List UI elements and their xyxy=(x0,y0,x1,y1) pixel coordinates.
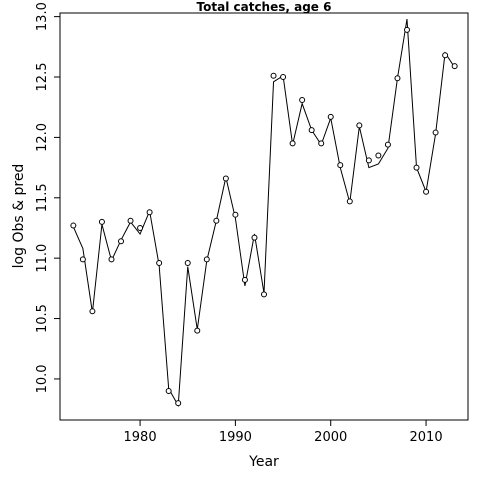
observed-series xyxy=(70,26,458,407)
x-axis: 1980 1990 2000 2010 xyxy=(124,420,443,445)
x-tick-label: 2010 xyxy=(410,430,443,445)
plot-frame xyxy=(59,12,469,421)
observed-point xyxy=(270,72,277,79)
y-tick-label: 10.5 xyxy=(35,304,50,333)
observed-point xyxy=(184,260,191,266)
y-axis-label: log Obs & pred xyxy=(11,164,27,269)
observed-point xyxy=(98,218,105,225)
chart-title: Total catches, age 6 xyxy=(197,0,332,14)
x-axis-label: Year xyxy=(248,454,279,470)
observed-point xyxy=(165,388,172,395)
observed-point xyxy=(432,129,439,136)
observed-point xyxy=(146,209,153,216)
observed-point xyxy=(289,140,296,147)
observed-point xyxy=(261,291,267,298)
observed-point xyxy=(127,217,134,224)
observed-point xyxy=(442,52,449,59)
observed-point xyxy=(280,74,287,81)
observed-point xyxy=(413,164,420,171)
y-tick-label: 10.0 xyxy=(35,364,50,393)
observed-point xyxy=(213,217,220,224)
observed-point xyxy=(222,175,229,182)
observed-point xyxy=(375,152,382,159)
x-tick-label: 1980 xyxy=(124,430,157,445)
y-tick-label: 12.5 xyxy=(35,63,50,92)
observed-point xyxy=(337,162,344,169)
observed-point xyxy=(203,256,210,263)
x-tick-label: 1990 xyxy=(219,430,252,445)
observed-point xyxy=(108,256,115,263)
observed-point xyxy=(403,26,410,33)
observed-point xyxy=(194,327,201,334)
observed-point xyxy=(70,222,77,229)
observed-point xyxy=(175,400,182,407)
observed-point xyxy=(299,96,306,103)
y-tick-label: 11.5 xyxy=(35,183,50,212)
x-tick-label: 2000 xyxy=(314,430,347,445)
observed-point xyxy=(365,157,372,164)
observed-point xyxy=(384,141,391,148)
observed-point xyxy=(79,256,86,263)
observed-point xyxy=(232,211,239,218)
observed-point xyxy=(451,63,458,70)
observed-point xyxy=(394,75,401,82)
observed-point xyxy=(356,122,363,129)
observed-point xyxy=(156,260,163,266)
observed-point xyxy=(318,140,325,147)
observed-point xyxy=(346,198,353,205)
y-tick-label: 11.0 xyxy=(35,244,50,273)
observed-point xyxy=(423,188,430,195)
observed-point xyxy=(327,113,334,120)
y-tick-label: 12.0 xyxy=(35,123,50,152)
observed-point xyxy=(241,276,248,283)
observed-point xyxy=(118,238,125,245)
y-axis: 10.0 10.5 11.0 11.5 12.0 12.5 13.0 xyxy=(35,2,60,393)
observed-point xyxy=(89,308,96,315)
observed-point xyxy=(251,234,258,241)
observed-point xyxy=(137,224,144,231)
observed-point xyxy=(308,127,315,134)
y-tick-label: 13.0 xyxy=(35,2,50,31)
